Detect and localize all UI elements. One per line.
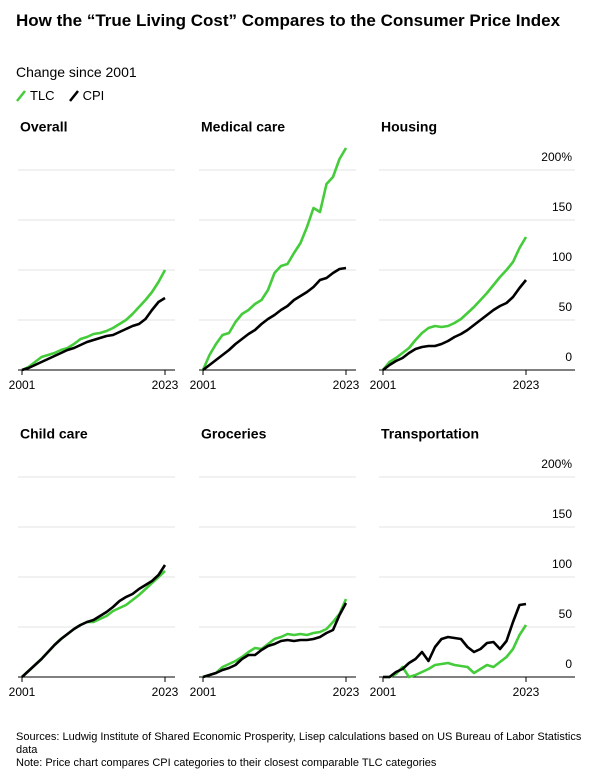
y-tick-label: 0 (565, 657, 572, 671)
x-tick-label: 2001 (370, 378, 397, 392)
x-tick-label: 2001 (9, 378, 36, 392)
title: How the “True Living Cost” Compares to t… (16, 11, 561, 30)
x-tick-label: 2023 (513, 378, 540, 392)
panel-title: Transportation (381, 426, 479, 442)
legend-label: CPI (82, 88, 105, 103)
x-tick-label: 2023 (513, 685, 540, 699)
sources: Sources: Ludwig Institute of Shared Econ… (16, 731, 582, 756)
y-tick-label: 200% (541, 150, 572, 164)
y-tick-label: 100 (552, 250, 572, 264)
x-tick-label: 2023 (152, 378, 179, 392)
y-tick-label: 200% (541, 457, 572, 471)
x-tick-label: 2001 (190, 378, 217, 392)
panel-title: Groceries (201, 426, 267, 442)
series-line (381, 236, 528, 371)
legend: TLC CPI (16, 88, 104, 103)
y-tick-label: 0 (565, 350, 572, 364)
x-tick-label: 2001 (190, 685, 217, 699)
series-line (201, 147, 348, 371)
series-line (21, 564, 167, 678)
legend-swatch (16, 89, 26, 102)
legend-item: TLC (16, 88, 55, 103)
panel-title: Medical care (201, 119, 285, 135)
series-line (202, 602, 348, 679)
series-line (382, 279, 528, 372)
series-line (202, 266, 347, 372)
legend-swatch (68, 89, 79, 102)
x-tick-label: 2023 (333, 378, 360, 392)
note: Note: Price chart compares CPI categorie… (16, 757, 437, 769)
panel-title: Child care (20, 426, 88, 442)
series-line (21, 296, 166, 372)
y-tick-label: 150 (552, 200, 572, 214)
legend-item: CPI (68, 88, 105, 103)
y-tick-label: 150 (552, 507, 572, 521)
panel-title: Housing (381, 119, 437, 135)
x-tick-label: 2023 (333, 685, 360, 699)
x-tick-label: 2023 (152, 685, 179, 699)
series-line (383, 624, 528, 679)
panel-title: Overall (20, 119, 67, 135)
series-line (202, 598, 348, 679)
y-tick-label: 50 (559, 607, 573, 621)
y-tick-label: 100 (552, 557, 572, 571)
series-line (383, 602, 527, 679)
legend-label: TLC (30, 88, 55, 103)
x-tick-label: 2001 (370, 685, 397, 699)
subtitle: Change since 2001 (16, 64, 137, 80)
x-tick-label: 2001 (9, 685, 36, 699)
y-tick-label: 50 (559, 300, 573, 314)
series-line (21, 269, 167, 372)
